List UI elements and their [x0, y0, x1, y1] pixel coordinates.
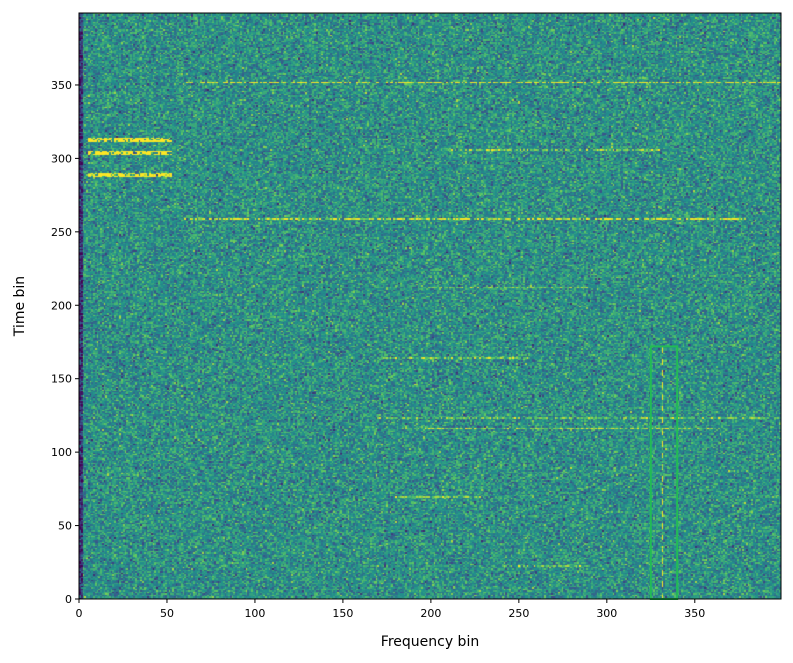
x-tick-label: 350	[684, 607, 705, 620]
x-tick-label: 300	[596, 607, 617, 620]
y-tick-label: 100	[51, 446, 72, 459]
x-tick-label: 100	[244, 607, 265, 620]
y-tick-label: 50	[58, 520, 72, 533]
y-tick-label: 150	[51, 373, 72, 386]
x-tick-label: 150	[332, 607, 353, 620]
y-tick-label: 250	[51, 226, 72, 239]
x-tick-label: 0	[76, 607, 83, 620]
x-axis-title: Frequency bin	[381, 634, 479, 650]
x-tick-label: 200	[420, 607, 441, 620]
x-tick-label: 50	[160, 607, 174, 620]
y-axis-title: Time bin	[12, 276, 28, 337]
y-axis: 0 50 100 150 200 250 300 350	[51, 79, 79, 606]
y-tick-label: 300	[51, 152, 72, 165]
x-tick-label: 250	[508, 607, 529, 620]
heatmap-image	[79, 13, 781, 599]
y-tick-label: 350	[51, 79, 72, 92]
y-tick-label: 200	[51, 299, 72, 312]
y-tick-label: 0	[65, 593, 72, 606]
plot-frame	[78, 12, 782, 600]
plot-area	[78, 12, 782, 600]
x-axis: 0 50 100 150 200 250 300 350	[76, 599, 705, 620]
